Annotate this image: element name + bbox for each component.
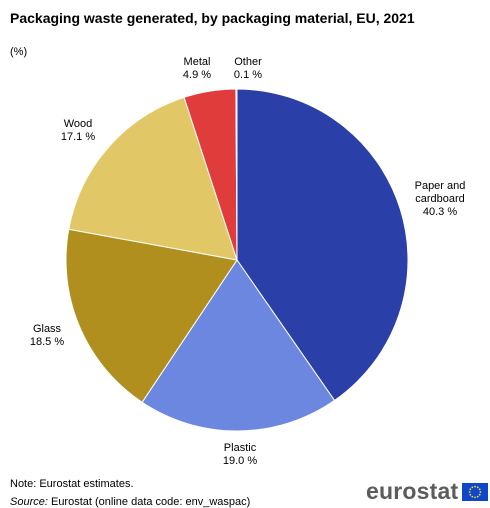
slice-category-label-wood: Wood	[64, 118, 93, 130]
slice-value-label-paper-and-cardboard: 40.3 %	[423, 206, 457, 218]
eurostat-logo: eurostat	[366, 478, 489, 505]
eu-star-icon	[477, 485, 479, 488]
slice-value-label-plastic: 19.0 %	[223, 455, 257, 467]
eu-star-icon	[474, 485, 477, 487]
eu-star-icon	[479, 487, 481, 490]
eu-star-icon	[479, 490, 482, 493]
source-label: Source:	[10, 496, 48, 508]
eu-star-icon	[479, 493, 481, 496]
eu-star-icon	[474, 496, 477, 498]
eu-star-icon	[471, 485, 474, 488]
eu-star-icon	[471, 495, 474, 498]
pie-slice-wood	[68, 96, 238, 261]
slice-category-label-plastic: Plastic	[224, 442, 257, 454]
chart-unit: (%)	[10, 46, 28, 58]
pie-slice-paper-and-cardboard	[236, 88, 409, 402]
pie-slice-other	[235, 88, 238, 261]
chart-source: Source: Eurostat (online data code: env_…	[10, 496, 250, 508]
chart-note: Note: Eurostat estimates.	[10, 478, 134, 490]
eu-flag-icon	[462, 482, 489, 501]
chart-title: Packaging waste generated, by packaging …	[10, 10, 415, 26]
pie-slice-glass	[65, 228, 238, 403]
slice-category-label-metal: Metal	[184, 56, 211, 68]
slice-category-label-paper-and-cardboard: Paper and	[415, 180, 466, 192]
logo-text: eurostat	[366, 478, 459, 504]
slice-category-label-other: Other	[234, 56, 262, 68]
eu-star-icon	[469, 493, 472, 496]
pie-slice-plastic	[141, 259, 336, 432]
source-text: Eurostat (online data code: env_waspac)	[47, 496, 251, 508]
slice-category-label-glass: Glass	[33, 323, 62, 335]
eu-star-icon	[469, 490, 471, 493]
eu-star-icon	[477, 495, 479, 498]
slice-category-label-paper-and-cardboard: cardboard	[415, 193, 465, 205]
slice-value-label-glass: 18.5 %	[30, 336, 64, 348]
slice-value-label-other: 0.1 %	[234, 69, 262, 81]
slice-value-label-wood: 17.1 %	[61, 131, 95, 143]
eu-star-icon	[469, 487, 472, 490]
slice-value-label-metal: 4.9 %	[183, 69, 211, 81]
